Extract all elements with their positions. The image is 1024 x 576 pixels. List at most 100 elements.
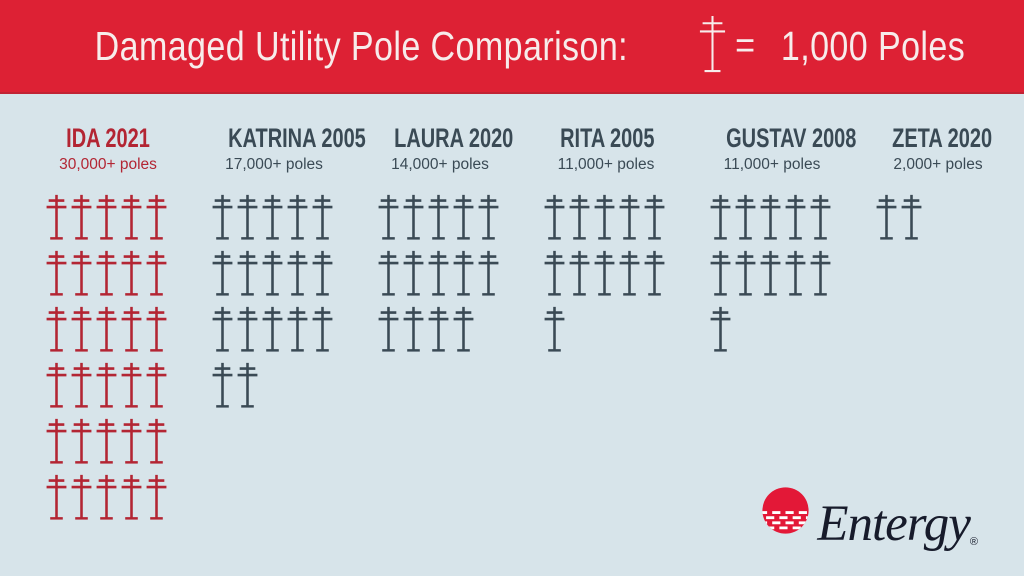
logo-wordmark: Entergy <box>817 496 971 552</box>
utility-pole-icon <box>262 194 283 240</box>
utility-pole-icon <box>96 362 117 408</box>
utility-pole-icon <box>287 250 308 296</box>
pole-grid <box>544 194 668 352</box>
utility-pole-icon <box>378 306 399 352</box>
utility-pole-icon <box>901 194 922 240</box>
utility-pole-icon <box>403 306 424 352</box>
utility-pole-icon <box>237 306 258 352</box>
column-subtitle: 2,000+ poles <box>893 156 983 173</box>
utility-pole-icon <box>121 474 142 520</box>
utility-pole-icon <box>287 306 308 352</box>
column-title: KATRINA 2005 <box>228 123 366 153</box>
utility-pole-icon <box>46 250 67 296</box>
utility-pole-icon <box>212 362 233 408</box>
utility-pole-icon <box>710 250 731 296</box>
utility-pole-icon <box>71 418 92 464</box>
utility-pole-icon <box>71 362 92 408</box>
column-laura-2020: LAURA 2020 14,000+ poles <box>378 123 514 520</box>
column-title: RITA 2005 <box>560 123 655 153</box>
utility-pole-icon <box>312 306 333 352</box>
utility-pole-icon <box>453 194 474 240</box>
utility-pole-icon <box>569 250 590 296</box>
utility-pole-icon <box>146 362 167 408</box>
utility-pole-icon <box>121 194 142 240</box>
pole-grid <box>46 194 170 520</box>
column-title: IDA 2021 <box>66 123 150 153</box>
utility-pole-icon <box>237 194 258 240</box>
pictogram-columns: IDA 2021 30,000+ poles KATRINA 2005 17,0… <box>0 94 1024 520</box>
utility-pole-icon <box>312 250 333 296</box>
utility-pole-icon <box>71 306 92 352</box>
utility-pole-icon <box>760 250 781 296</box>
header-banner: Damaged Utility Pole Comparison: = 1,000… <box>0 0 1024 94</box>
utility-pole-icon <box>71 474 92 520</box>
column-subtitle: 17,000+ poles <box>225 156 323 173</box>
utility-pole-icon <box>544 250 565 296</box>
utility-pole-icon <box>710 194 731 240</box>
utility-pole-icon <box>46 474 67 520</box>
column-title: LAURA 2020 <box>394 123 514 153</box>
utility-pole-icon <box>287 194 308 240</box>
utility-pole-icon <box>428 306 449 352</box>
utility-pole-icon <box>403 250 424 296</box>
utility-pole-icon <box>146 250 167 296</box>
utility-pole-icon <box>478 194 499 240</box>
utility-pole-icon <box>46 418 67 464</box>
utility-pole-icon <box>212 194 233 240</box>
utility-pole-icon <box>71 194 92 240</box>
utility-pole-icon <box>544 194 565 240</box>
equals-sign: = <box>734 24 755 67</box>
utility-pole-icon <box>785 194 806 240</box>
utility-pole-icon <box>46 306 67 352</box>
utility-pole-icon <box>237 250 258 296</box>
utility-pole-icon <box>478 250 499 296</box>
utility-pole-icon <box>876 194 897 240</box>
utility-pole-icon <box>96 194 117 240</box>
utility-pole-icon <box>453 306 474 352</box>
utility-pole-icon <box>594 250 615 296</box>
utility-pole-icon <box>453 250 474 296</box>
column-subtitle: 30,000+ poles <box>59 156 157 173</box>
utility-pole-icon <box>146 418 167 464</box>
pole-grid <box>876 194 1000 240</box>
column-katrina-2005: KATRINA 2005 17,000+ poles <box>212 123 366 520</box>
column-subtitle: 11,000+ poles <box>557 156 655 173</box>
legend-pole-icon <box>699 15 726 73</box>
column-gustav-2008: GUSTAV 2008 11,000+ poles <box>710 125 856 520</box>
column-subtitle: 14,000+ poles <box>391 156 489 173</box>
utility-pole-icon <box>121 362 142 408</box>
utility-pole-icon <box>544 306 565 352</box>
legend-value: 1,000 Poles <box>780 22 966 69</box>
utility-pole-icon <box>810 250 831 296</box>
utility-pole-icon <box>71 250 92 296</box>
utility-pole-icon <box>146 306 167 352</box>
utility-pole-icon <box>96 306 117 352</box>
utility-pole-icon <box>760 194 781 240</box>
utility-pole-icon <box>96 250 117 296</box>
utility-pole-icon <box>121 418 142 464</box>
utility-pole-icon <box>735 194 756 240</box>
utility-pole-icon <box>810 194 831 240</box>
logo-sun-icon <box>762 487 809 534</box>
utility-pole-icon <box>262 250 283 296</box>
column-rita-2005: RITA 2005 11,000+ poles <box>544 125 668 520</box>
utility-pole-icon <box>619 194 640 240</box>
column-ida-2021: IDA 2021 30,000+ poles <box>46 125 170 520</box>
utility-pole-icon <box>403 194 424 240</box>
column-title: ZETA 2020 <box>892 123 993 153</box>
utility-pole-icon <box>735 250 756 296</box>
utility-pole-icon <box>428 250 449 296</box>
entergy-logo: Entergy ® <box>762 487 978 550</box>
utility-pole-icon <box>644 194 665 240</box>
utility-pole-icon <box>212 306 233 352</box>
utility-pole-icon <box>378 250 399 296</box>
utility-pole-icon <box>146 194 167 240</box>
utility-pole-icon <box>121 306 142 352</box>
column-subtitle: 11,000+ poles <box>723 156 821 173</box>
page-title: Damaged Utility Pole Comparison: <box>94 22 629 69</box>
registered-mark: ® <box>969 536 978 548</box>
utility-pole-icon <box>237 362 258 408</box>
pole-grid <box>212 194 336 408</box>
utility-pole-icon <box>121 250 142 296</box>
